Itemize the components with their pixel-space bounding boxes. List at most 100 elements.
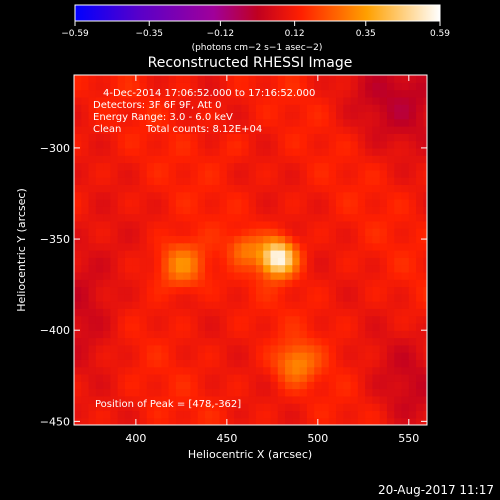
heatmap-cell <box>379 213 388 222</box>
heatmap-cell <box>336 184 344 193</box>
heatmap-cell <box>394 198 403 207</box>
heatmap-cell <box>124 198 133 207</box>
heatmap-cell <box>248 133 257 142</box>
heatmap-cell <box>343 184 352 193</box>
heatmap-cell <box>416 220 424 229</box>
heatmap-cell <box>416 89 424 98</box>
heatmap-cell <box>110 242 119 251</box>
heatmap-cell <box>205 388 213 397</box>
heatmap-cell <box>357 330 366 339</box>
heatmap-cell <box>139 271 148 280</box>
heatmap-cell <box>212 242 221 251</box>
heatmap-cell <box>175 403 184 412</box>
heatmap-cell <box>161 322 170 331</box>
heatmap-cell <box>343 417 352 425</box>
heatmap-cell <box>321 104 330 113</box>
heatmap-cell <box>314 330 323 339</box>
heatmap-cell <box>277 301 286 309</box>
heatmap-cell <box>336 96 344 105</box>
heatmap-cell <box>212 257 221 266</box>
heatmap-cell <box>154 417 162 425</box>
heatmap-cell <box>175 250 184 258</box>
heatmap-cell <box>336 264 344 273</box>
heatmap-cell <box>263 242 272 251</box>
heatmap-cell <box>241 315 250 324</box>
heatmap-cell <box>81 104 90 113</box>
heatmap-cell <box>139 242 148 251</box>
colorbar-tick-label: 0.59 <box>430 29 450 39</box>
heatmap-cell <box>234 301 242 309</box>
heatmap-cell <box>379 308 388 317</box>
heatmap-cell <box>234 410 242 419</box>
heatmap-cell <box>117 395 126 404</box>
heatmap-cell <box>117 264 126 273</box>
heatmap-cell <box>226 344 235 353</box>
heatmap-cell <box>255 235 264 244</box>
heatmap-cell <box>423 301 427 309</box>
heatmap-cell <box>95 198 104 207</box>
heatmap-cell <box>241 96 250 105</box>
heatmap-cell <box>124 308 133 317</box>
x-axis-label: Heliocentric X (arcsec) <box>188 448 312 461</box>
heatmap-cell <box>292 96 301 105</box>
heatmap-cell <box>394 257 403 266</box>
heatmap-cell <box>357 133 366 142</box>
heatmap-cell <box>190 126 199 134</box>
heatmap-cell <box>408 82 417 91</box>
heatmap-cell <box>306 315 315 324</box>
heatmap-cell <box>285 366 293 375</box>
heatmap-cell <box>379 359 388 368</box>
heatmap-cell <box>161 213 170 222</box>
heatmap-cell <box>110 381 119 390</box>
heatmap-cell <box>255 315 264 324</box>
heatmap-cell <box>168 118 177 127</box>
heatmap-cell <box>74 286 82 295</box>
heatmap-cell <box>263 344 272 353</box>
heatmap-cell <box>168 257 177 266</box>
heatmap-cell <box>270 395 279 404</box>
heatmap-cell <box>219 206 228 215</box>
heatmap-cell <box>117 250 126 258</box>
heatmap-cell <box>372 96 381 105</box>
heatmap-cell <box>219 126 228 134</box>
heatmap-cell <box>248 75 257 83</box>
heatmap-cell <box>299 308 308 317</box>
heatmap-cell <box>103 162 111 171</box>
heatmap-cell <box>285 264 293 273</box>
heatmap-cell <box>299 235 308 244</box>
heatmap-cell <box>328 308 337 317</box>
heatmap-cell <box>306 162 315 171</box>
heatmap-cell <box>110 373 119 382</box>
heatmap-cell <box>372 89 381 98</box>
heatmap-cell <box>394 111 403 120</box>
heatmap-cell <box>357 359 366 368</box>
heatmap-cell <box>416 403 424 412</box>
heatmap-cell <box>103 147 111 156</box>
heatmap-cell <box>350 133 359 142</box>
heatmap-cell <box>161 381 170 390</box>
heatmap-cell <box>263 417 272 425</box>
heatmap-cell <box>124 82 133 91</box>
heatmap-cell <box>168 198 177 207</box>
heatmap-cell <box>183 301 192 309</box>
heatmap-cell <box>336 301 344 309</box>
heatmap-cell <box>277 169 286 178</box>
heatmap-cell <box>292 359 301 368</box>
heatmap-cell <box>365 264 374 273</box>
heatmap-cell <box>117 242 126 251</box>
heatmap-cell <box>234 286 242 295</box>
heatmap-cell <box>372 155 381 164</box>
heatmap-cell <box>350 104 359 113</box>
heatmap-cell <box>74 140 82 149</box>
heatmap-cell <box>124 344 133 353</box>
heatmap-cell <box>350 381 359 390</box>
heatmap-cell <box>401 322 410 331</box>
heatmap-cell <box>379 344 388 353</box>
heatmap-cell <box>386 242 395 251</box>
heatmap-cell <box>212 133 221 142</box>
heatmap-cell <box>95 89 104 98</box>
heatmap-cell <box>110 155 119 164</box>
heatmap-cell <box>416 337 424 346</box>
heatmap-cell <box>205 191 213 200</box>
heatmap-cell <box>350 279 359 288</box>
